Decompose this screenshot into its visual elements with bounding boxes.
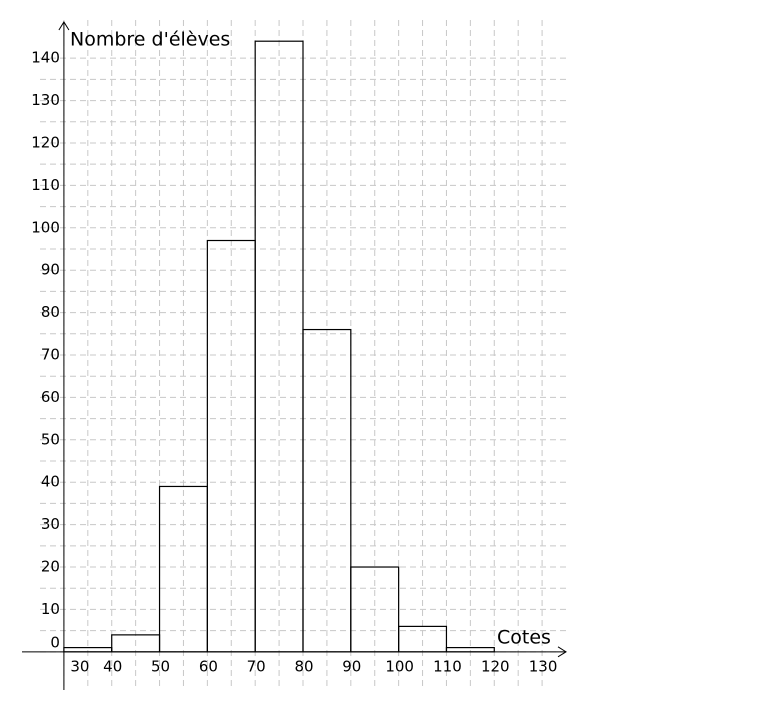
x-tick-label: 40 (103, 657, 122, 675)
x-tick-label: 80 (294, 657, 313, 675)
y-tick-label: 40 (41, 473, 60, 491)
x-tick-label: 90 (342, 657, 361, 675)
x-tick-label: 60 (199, 657, 218, 675)
bar (350, 566, 400, 653)
x-tick-label: 110 (433, 657, 462, 675)
y-tick-label: 90 (41, 261, 60, 279)
x-tick-label: 130 (529, 657, 558, 675)
y-axis-label: Nombre d'élèves (70, 29, 230, 51)
y-tick-label: 70 (41, 346, 60, 364)
y-tick-label: 20 (41, 558, 60, 576)
y-tick-label: 80 (41, 303, 60, 321)
y-tick-label: 50 (41, 430, 60, 448)
x-axis-label: Cotes (497, 627, 551, 649)
bar (302, 328, 352, 653)
y-tick-label: 140 (31, 49, 60, 67)
y-tick-label: 30 (41, 515, 60, 533)
bar (398, 625, 448, 653)
x-tick-label: 100 (385, 657, 414, 675)
x-tick-label: 30 (70, 657, 89, 675)
x-tick-label: 70 (247, 657, 266, 675)
y-tick-label: 130 (31, 91, 60, 109)
x-tick-label: 120 (481, 657, 510, 675)
y-axis-arrow (58, 21, 70, 31)
x-axis-arrow (557, 646, 567, 658)
y-tick-label: 10 (41, 600, 60, 618)
y-tick-label: 120 (31, 133, 60, 151)
bar (445, 646, 495, 653)
y-tick-label: 100 (31, 218, 60, 236)
y-tick-label: 110 (31, 176, 60, 194)
y-tick-label: 60 (41, 388, 60, 406)
x-tick-label: 50 (151, 657, 170, 675)
y-tick-label: 0 (50, 633, 60, 651)
